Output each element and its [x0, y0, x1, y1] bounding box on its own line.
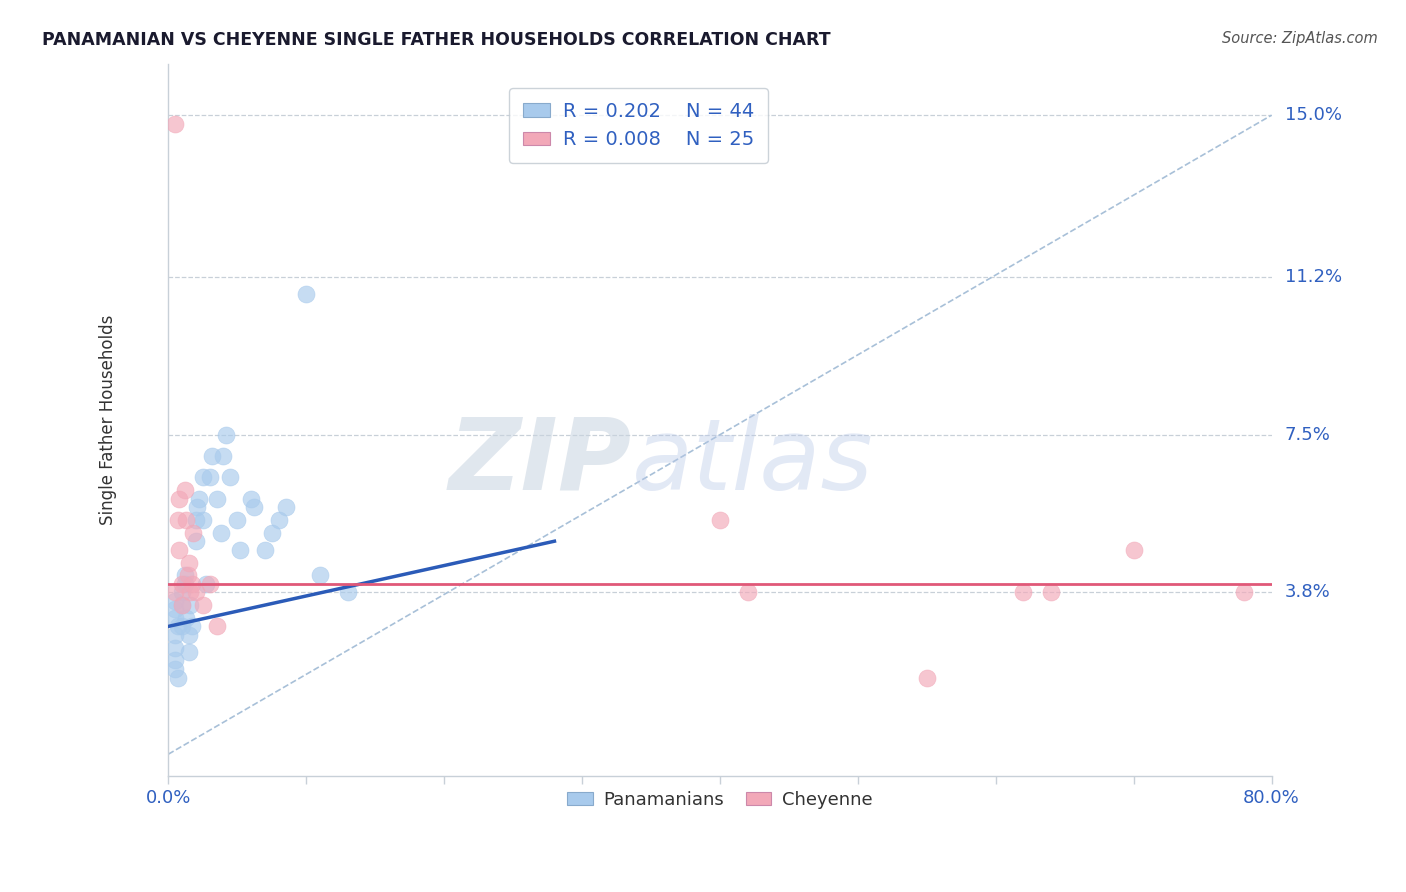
Point	[180, 576, 202, 591]
Text: Single Father Households: Single Father Households	[98, 315, 117, 525]
Text: atlas: atlas	[631, 414, 873, 511]
Point	[198, 576, 221, 591]
Text: 11.2%: 11.2%	[1285, 268, 1341, 286]
Point	[177, 645, 200, 659]
Point	[167, 671, 190, 685]
Point	[184, 585, 207, 599]
Point	[209, 525, 232, 540]
Point	[737, 585, 759, 599]
Point	[165, 585, 187, 599]
Point	[176, 568, 198, 582]
Point	[165, 640, 187, 655]
Point	[1012, 585, 1035, 599]
Point	[172, 585, 194, 599]
Point	[184, 534, 207, 549]
Point	[167, 513, 190, 527]
Point	[309, 568, 332, 582]
Point	[165, 117, 187, 131]
Point	[165, 602, 187, 616]
Point	[1122, 542, 1144, 557]
Point	[172, 598, 194, 612]
Point	[709, 513, 731, 527]
Point	[187, 491, 209, 506]
Point	[181, 525, 204, 540]
Point	[184, 513, 207, 527]
Point	[186, 500, 208, 515]
Point	[177, 628, 200, 642]
Point	[336, 585, 359, 599]
Point	[172, 619, 194, 633]
Point	[174, 513, 197, 527]
Point	[267, 513, 290, 527]
Legend: Panamanians, Cheyenne: Panamanians, Cheyenne	[560, 784, 880, 816]
Point	[915, 671, 938, 685]
Point	[226, 513, 249, 527]
Point	[173, 483, 195, 497]
Point	[229, 542, 252, 557]
Point	[172, 598, 194, 612]
Point	[173, 568, 195, 582]
Point	[260, 525, 283, 540]
Point	[165, 594, 187, 608]
Point	[194, 576, 217, 591]
Point	[201, 449, 224, 463]
Point	[219, 470, 242, 484]
Point	[1039, 585, 1062, 599]
Point	[243, 500, 266, 515]
Point	[215, 427, 238, 442]
Point	[253, 542, 276, 557]
Point	[240, 491, 263, 506]
Point	[179, 585, 201, 599]
Text: Source: ZipAtlas.com: Source: ZipAtlas.com	[1222, 31, 1378, 46]
Point	[173, 576, 195, 591]
Point	[165, 662, 187, 676]
Point	[191, 513, 214, 527]
Point	[165, 628, 187, 642]
Point	[167, 619, 190, 633]
Point	[177, 556, 200, 570]
Text: 7.5%: 7.5%	[1285, 425, 1330, 443]
Point	[172, 576, 194, 591]
Point	[165, 611, 187, 625]
Text: 15.0%: 15.0%	[1285, 106, 1341, 124]
Point	[295, 287, 318, 301]
Point	[180, 619, 202, 633]
Point	[205, 619, 228, 633]
Point	[274, 500, 297, 515]
Point	[191, 470, 214, 484]
Point	[212, 449, 235, 463]
Point	[198, 470, 221, 484]
Point	[169, 491, 191, 506]
Point	[174, 611, 197, 625]
Point	[169, 542, 191, 557]
Text: ZIP: ZIP	[449, 414, 631, 511]
Text: 3.8%: 3.8%	[1285, 583, 1330, 601]
Text: PANAMANIAN VS CHEYENNE SINGLE FATHER HOUSEHOLDS CORRELATION CHART: PANAMANIAN VS CHEYENNE SINGLE FATHER HOU…	[42, 31, 831, 49]
Point	[179, 598, 201, 612]
Point	[205, 491, 228, 506]
Point	[165, 653, 187, 667]
Point	[1233, 585, 1256, 599]
Point	[191, 598, 214, 612]
